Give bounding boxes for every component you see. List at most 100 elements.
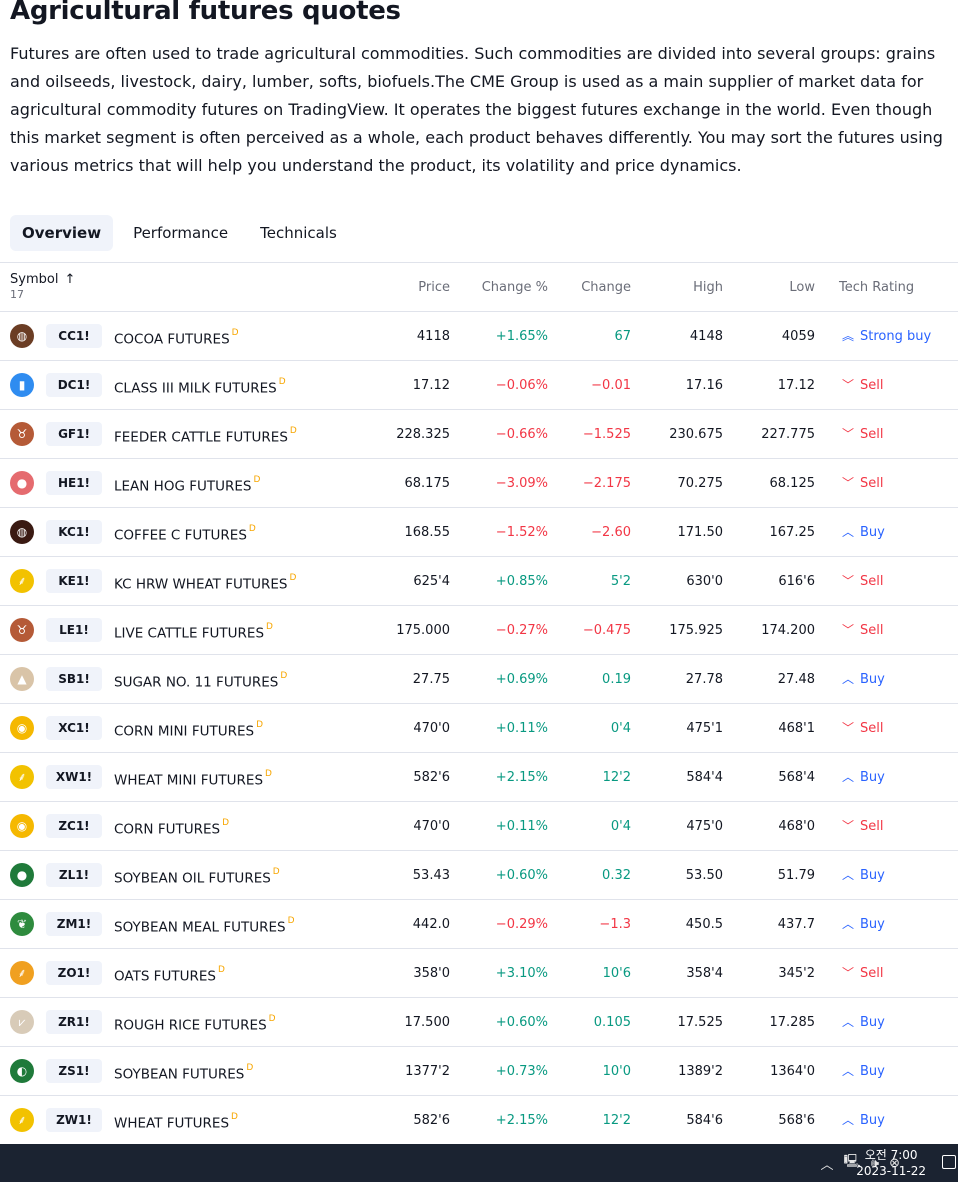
contract-name[interactable]: SOYBEAN MEAL FUTURES D bbox=[114, 900, 295, 949]
contract-name[interactable]: CLASS III MILK FUTURES D bbox=[114, 361, 286, 410]
sort-arrow-icon: ↑ bbox=[64, 272, 76, 287]
contract-name[interactable]: LIVE CATTLE FUTURES D bbox=[114, 606, 273, 655]
table-row[interactable]: ⸙ ZO1! OATS FUTURES D 358'0 +3.10% 10'6 358'4 34… bbox=[0, 949, 958, 998]
header-change[interactable]: Change bbox=[581, 280, 631, 295]
table-row[interactable]: ◍ CC1! COCOA FUTURES D 4118 +1.65% 67 4148 4059 ︽… bbox=[0, 312, 958, 361]
ticker-badge[interactable]: LE1! bbox=[46, 618, 102, 642]
table-row[interactable]: ▮ DC1! CLASS III MILK FUTURES D 17.12 −0.06% −… bbox=[0, 361, 958, 410]
table-row[interactable]: ● ZL1! SOYBEAN OIL FUTURES D 53.43 +0.60% 0.32… bbox=[0, 851, 958, 900]
contract-name-text: SOYBEAN MEAL FUTURES bbox=[114, 919, 286, 936]
low-cell: 568'4 bbox=[778, 770, 815, 785]
header-price[interactable]: Price bbox=[418, 280, 450, 295]
contract-name-text: FEEDER CATTLE FUTURES bbox=[114, 429, 288, 446]
windows-taskbar: ︿ 🖳 🕪 ⊗ 오전 7:00 2023-11-22 bbox=[0, 1144, 958, 1182]
ticker-badge[interactable]: SB1! bbox=[46, 667, 102, 691]
tech-rating-cell: ﹀ Sell bbox=[840, 802, 884, 851]
price-cell: 53.43 bbox=[412, 868, 450, 883]
table-row[interactable]: ● HE1! LEAN HOG FUTURES D 68.175 −3.09% −2.175… bbox=[0, 459, 958, 508]
contract-name-text: CORN FUTURES bbox=[114, 821, 221, 838]
low-cell: 468'1 bbox=[778, 721, 815, 736]
tech-rating-label: Buy bbox=[860, 1113, 885, 1128]
contract-name[interactable]: SUGAR NO. 11 FUTURES D bbox=[114, 655, 287, 704]
tab-performance[interactable]: Performance bbox=[133, 224, 229, 242]
contract-name[interactable]: COFFEE C FUTURES D bbox=[114, 508, 256, 557]
high-cell: 27.78 bbox=[685, 672, 723, 687]
table-row[interactable]: ◉ XC1! CORN MINI FUTURES D 470'0 +0.11% 0'4 475… bbox=[0, 704, 958, 753]
table-row[interactable]: ◉ ZC1! CORN FUTURES D 470'0 +0.11% 0'4 475'0 468… bbox=[0, 802, 958, 851]
table-row[interactable]: ◐ ZS1! SOYBEAN FUTURES D 1377'2 +0.73% 10'0 138… bbox=[0, 1047, 958, 1096]
notification-icon[interactable] bbox=[942, 1155, 956, 1169]
volume-icon[interactable]: 🕪 bbox=[870, 1155, 880, 1171]
table-row[interactable]: ⸙ KE1! KC HRW WHEAT FUTURES D 625'4 +0.85% 5'2… bbox=[0, 557, 958, 606]
table-row[interactable]: ⩗ ZR1! ROUGH RICE FUTURES D 17.500 +0.60% 0.10… bbox=[0, 998, 958, 1047]
low-cell: 468'0 bbox=[778, 819, 815, 834]
header-high[interactable]: High bbox=[693, 280, 723, 295]
mute-icon[interactable]: ⊗ bbox=[889, 1155, 900, 1171]
ticker-badge[interactable]: HE1! bbox=[46, 471, 102, 495]
price-cell: 358'0 bbox=[413, 966, 450, 981]
contract-name-text: LIVE CATTLE FUTURES bbox=[114, 625, 265, 642]
taskbar-clock[interactable]: 오전 7:00 2023-11-22 bbox=[856, 1147, 926, 1179]
contract-name[interactable]: LEAN HOG FUTURES D bbox=[114, 459, 260, 508]
ticker-badge[interactable]: GF1! bbox=[46, 422, 102, 446]
contract-name[interactable]: OATS FUTURES D bbox=[114, 949, 225, 998]
header-low[interactable]: Low bbox=[789, 280, 815, 295]
low-cell: 51.79 bbox=[777, 868, 815, 883]
chevron-up-icon: ︿ bbox=[841, 770, 854, 784]
ticker-badge[interactable]: ZW1! bbox=[46, 1108, 102, 1132]
ticker-badge[interactable]: KE1! bbox=[46, 569, 102, 593]
tech-rating-label: Buy bbox=[860, 1064, 885, 1079]
ticker-badge[interactable]: ZO1! bbox=[46, 961, 102, 985]
change-percent-cell: −0.06% bbox=[495, 378, 548, 393]
ticker-badge[interactable]: ZC1! bbox=[46, 814, 102, 838]
table-row[interactable]: ⸙ XW1! WHEAT MINI FUTURES D 582'6 +2.15% 12'2 5… bbox=[0, 753, 958, 802]
chevron-down-icon: ﹀ bbox=[841, 721, 854, 735]
tech-rating-label: Buy bbox=[860, 1015, 885, 1030]
table-row[interactable]: ❦ ZM1! SOYBEAN MEAL FUTURES D 442.0 −0.29% −1.… bbox=[0, 900, 958, 949]
contract-name[interactable]: KC HRW WHEAT FUTURES D bbox=[114, 557, 296, 606]
change-cell: −1.525 bbox=[582, 427, 631, 442]
ticker-badge[interactable]: XC1! bbox=[46, 716, 102, 740]
chevron-down-icon: ﹀ bbox=[841, 476, 854, 490]
contract-name[interactable]: COCOA FUTURES D bbox=[114, 312, 239, 361]
low-cell: 437.7 bbox=[777, 917, 815, 932]
tab-technicals[interactable]: Technicals bbox=[260, 224, 337, 242]
header-symbol[interactable]: Symbol ↑ 17 bbox=[10, 272, 75, 301]
contract-name-text: SOYBEAN OIL FUTURES bbox=[114, 870, 271, 887]
contract-name[interactable]: CORN MINI FUTURES D bbox=[114, 704, 263, 753]
ticker-badge[interactable]: CC1! bbox=[46, 324, 102, 348]
chevron-up-icon: ︿ bbox=[841, 917, 854, 931]
table-row[interactable]: ◍ KC1! COFFEE C FUTURES D 168.55 −1.52% −2.60 1… bbox=[0, 508, 958, 557]
chevron-down-icon: ﹀ bbox=[841, 574, 854, 588]
contract-name[interactable]: CORN FUTURES D bbox=[114, 802, 229, 851]
delayed-badge: D bbox=[253, 475, 261, 485]
ticker-badge[interactable]: ZR1! bbox=[46, 1010, 102, 1034]
high-cell: 171.50 bbox=[677, 525, 724, 540]
chevron-up-icon[interactable]: ︿ bbox=[820, 1157, 834, 1173]
table-row[interactable]: ⸙ ZW1! WHEAT FUTURES D 582'6 +2.15% 12'2 584'6 5… bbox=[0, 1096, 958, 1145]
price-cell: 17.12 bbox=[412, 378, 450, 393]
ticker-badge[interactable]: ZS1! bbox=[46, 1059, 102, 1083]
contract-name-text: CORN MINI FUTURES bbox=[114, 723, 255, 740]
ticker-badge[interactable]: KC1! bbox=[46, 520, 102, 544]
table-row[interactable]: ♉ GF1! FEEDER CATTLE FUTURES D 228.325 −0.66%… bbox=[0, 410, 958, 459]
high-cell: 584'6 bbox=[686, 1113, 723, 1128]
table-row[interactable]: ▲ SB1! SUGAR NO. 11 FUTURES D 27.75 +0.69% 0.1… bbox=[0, 655, 958, 704]
ticker-badge[interactable]: XW1! bbox=[46, 765, 102, 789]
contract-name[interactable]: WHEAT FUTURES D bbox=[114, 1096, 238, 1145]
contract-name[interactable]: FEEDER CATTLE FUTURES D bbox=[114, 410, 297, 459]
tab-overview[interactable]: Overview bbox=[10, 215, 114, 251]
header-tech-rating[interactable]: Tech Rating bbox=[839, 280, 915, 295]
tech-rating-cell: ︿ Buy bbox=[840, 900, 885, 949]
contract-name[interactable]: WHEAT MINI FUTURES D bbox=[114, 753, 272, 802]
contract-name[interactable]: ROUGH RICE FUTURES D bbox=[114, 998, 276, 1047]
ticker-badge[interactable]: ZL1! bbox=[46, 863, 102, 887]
contract-name[interactable]: SOYBEAN OIL FUTURES D bbox=[114, 851, 280, 900]
ticker-badge[interactable]: ZM1! bbox=[46, 912, 102, 936]
network-icon[interactable]: 🖳 bbox=[843, 1154, 861, 1169]
contract-name[interactable]: SOYBEAN FUTURES D bbox=[114, 1047, 253, 1096]
ticker-badge[interactable]: DC1! bbox=[46, 373, 102, 397]
change-percent-cell: +2.15% bbox=[495, 770, 548, 785]
header-change-percent[interactable]: Change % bbox=[481, 280, 548, 295]
table-row[interactable]: ♉ LE1! LIVE CATTLE FUTURES D 175.000 −0.27% −0… bbox=[0, 606, 958, 655]
